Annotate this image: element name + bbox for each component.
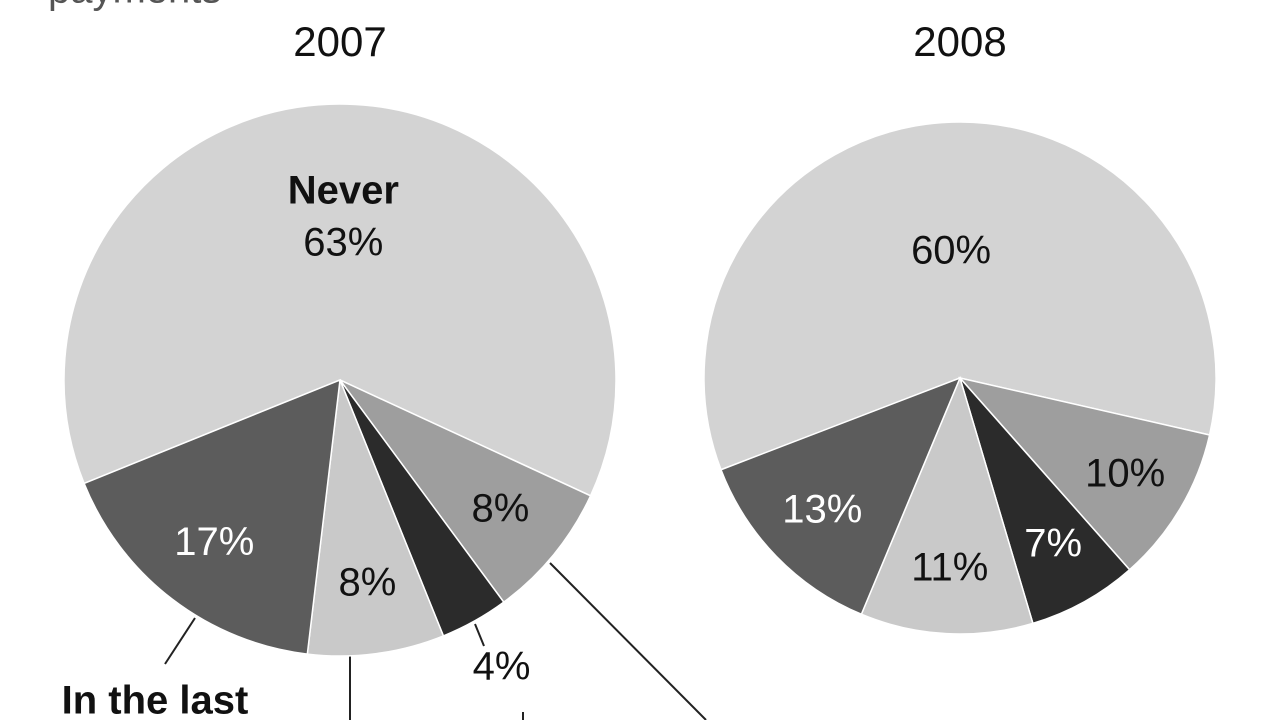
- value-label: 8%: [472, 486, 530, 530]
- header-text: payments: [48, 0, 221, 12]
- pie-slice: [306, 379, 445, 657]
- value-label: 10%: [1085, 452, 1165, 496]
- pie-title: 2007: [293, 18, 386, 65]
- leader-line: [164, 617, 196, 665]
- category-label: In the last: [62, 679, 249, 720]
- pie-slice: [957, 376, 1211, 571]
- value-label: 13%: [782, 487, 862, 531]
- value-label: 8%: [338, 561, 396, 605]
- value-label: 4%: [473, 645, 531, 689]
- value-label: 63%: [303, 220, 383, 264]
- pie-slice: [720, 376, 962, 616]
- pie-slice: [860, 375, 1034, 635]
- pie-slice: [83, 378, 341, 655]
- value-label: 11%: [911, 545, 988, 589]
- pie-title: 2008: [913, 18, 1006, 65]
- pie-slice: [703, 121, 1217, 471]
- pie-slice: [959, 377, 1131, 625]
- category-label: Never: [288, 168, 399, 212]
- value-label: 7%: [1024, 521, 1082, 565]
- pie-slice: [339, 379, 592, 604]
- pie-slice: [63, 103, 617, 497]
- value-label: 17%: [174, 520, 254, 564]
- leader-line: [474, 623, 485, 647]
- leader-line: [549, 562, 707, 720]
- value-label: 60%: [911, 228, 991, 272]
